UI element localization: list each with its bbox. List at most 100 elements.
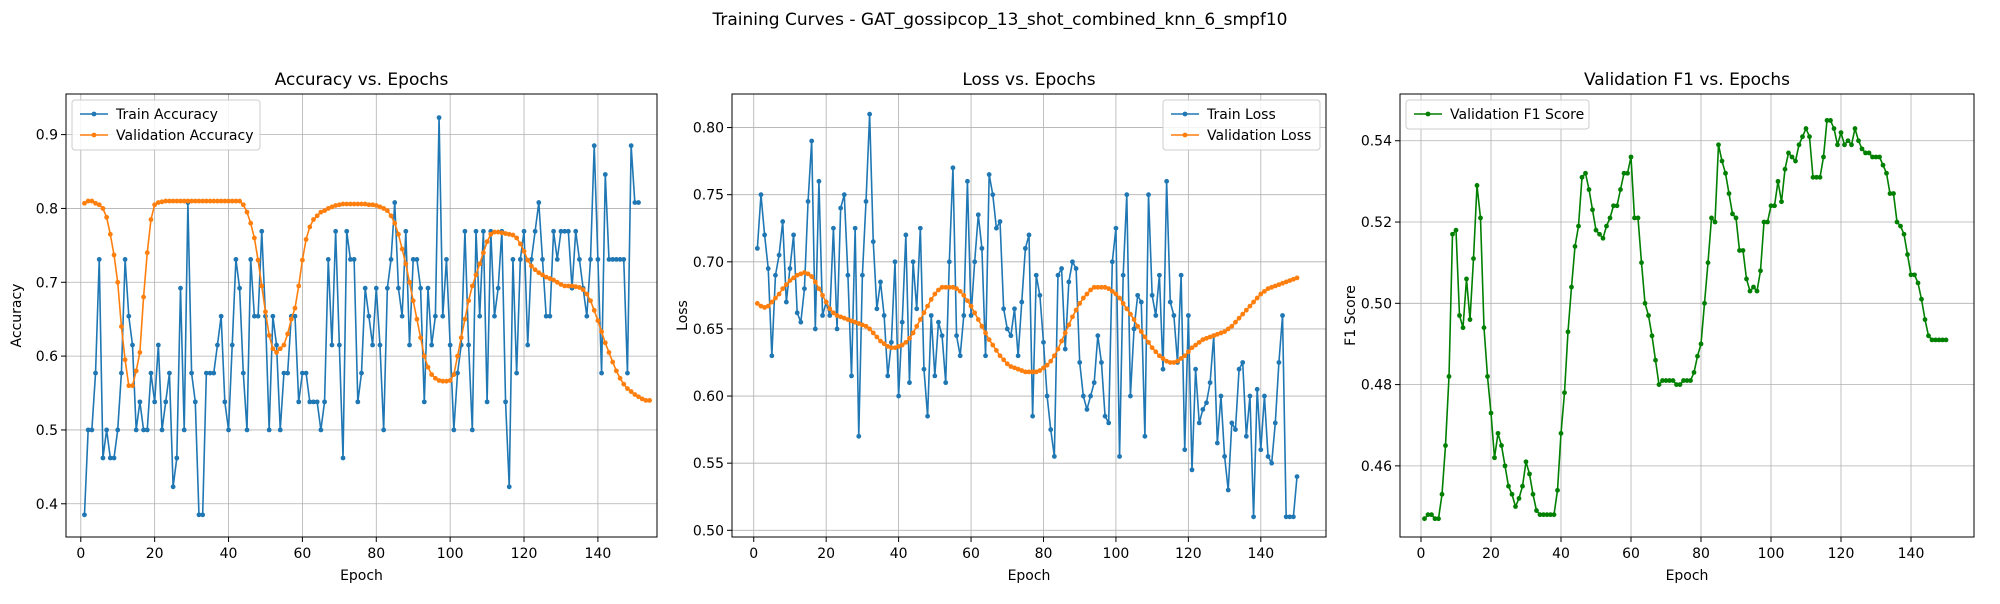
data-point <box>325 206 331 211</box>
data-point <box>1117 454 1122 459</box>
data-point <box>1562 390 1567 396</box>
data-point <box>85 427 91 433</box>
data-point <box>104 214 110 220</box>
data-point <box>1460 325 1466 331</box>
data-point <box>1135 323 1141 329</box>
data-point <box>503 399 508 405</box>
data-point <box>1835 142 1840 148</box>
data-point <box>100 206 106 211</box>
data-point <box>1824 118 1830 123</box>
data-point <box>643 398 649 403</box>
data-point <box>436 378 442 383</box>
data-point <box>1120 301 1126 306</box>
data-point <box>303 237 309 242</box>
data-point <box>211 370 217 376</box>
data-point <box>1618 187 1623 192</box>
y-axis-label: F1 Score <box>1343 285 1359 346</box>
series-train-accuracy <box>82 115 641 518</box>
data-point <box>425 364 431 370</box>
data-point <box>141 427 146 433</box>
data-point <box>997 219 1003 224</box>
data-point <box>1149 292 1155 298</box>
data-point <box>163 399 169 405</box>
data-point <box>1933 337 1938 343</box>
data-point <box>266 333 272 338</box>
data-point <box>122 357 128 363</box>
data-point <box>477 261 483 267</box>
data-point <box>451 372 457 377</box>
data-point <box>802 286 807 292</box>
data-point <box>1915 280 1921 286</box>
data-point <box>348 256 353 262</box>
data-point <box>1012 306 1017 312</box>
data-point <box>1597 231 1602 237</box>
data-point <box>591 307 597 313</box>
data-point <box>517 241 523 247</box>
data-point <box>849 318 854 324</box>
data-point <box>344 201 350 207</box>
data-point <box>392 200 398 205</box>
legend-swatch-marker <box>1425 111 1431 117</box>
data-point <box>96 202 102 208</box>
data-point <box>159 427 165 433</box>
data-point <box>584 313 590 319</box>
data-point <box>765 266 771 271</box>
data-point <box>1012 365 1017 371</box>
data-point <box>1474 183 1480 188</box>
data-point <box>1048 358 1054 364</box>
data-point <box>1196 339 1202 345</box>
data-point <box>1828 118 1833 123</box>
series-line <box>756 113 1298 518</box>
data-point <box>1041 365 1046 371</box>
data-point <box>758 303 764 309</box>
data-point <box>111 455 117 461</box>
data-point <box>1156 272 1162 278</box>
data-point <box>1639 260 1644 266</box>
data-point <box>892 259 898 265</box>
data-point <box>907 335 912 341</box>
data-point <box>484 239 490 245</box>
data-point <box>1055 346 1061 352</box>
data-point <box>370 202 375 208</box>
data-point <box>1189 345 1195 351</box>
data-point <box>292 305 298 311</box>
data-point <box>1178 272 1184 278</box>
data-point <box>1291 514 1296 520</box>
data-point <box>1453 227 1459 233</box>
data-point <box>1859 146 1865 152</box>
data-point <box>1214 331 1220 337</box>
data-point <box>1019 299 1025 305</box>
chart-panel-1: 0 20 40 60 80 100 120 140 0.4 0.5 0.6 0.7 0.8 0.9 Accu… <box>9 70 658 584</box>
axes-frame <box>1399 93 1975 538</box>
series-train-loss <box>754 111 1300 520</box>
data-point <box>1055 272 1061 278</box>
data-point <box>1051 353 1057 359</box>
data-point <box>1803 126 1809 131</box>
data-point <box>1059 266 1064 271</box>
data-point <box>263 309 268 315</box>
data-point <box>773 295 778 301</box>
data-point <box>1200 407 1206 412</box>
x-tick-label: 60 <box>293 546 311 562</box>
data-point <box>499 230 505 236</box>
data-point <box>1569 284 1574 290</box>
data-point <box>1506 483 1511 489</box>
x-tick-label: 140 <box>1898 546 1925 562</box>
data-point <box>207 198 213 204</box>
data-point <box>333 228 339 234</box>
data-point <box>812 326 818 332</box>
x-tick-label: 0 <box>1417 546 1426 562</box>
data-point <box>794 272 800 278</box>
data-point <box>1796 142 1802 148</box>
data-point <box>1656 382 1662 387</box>
data-point <box>233 198 239 204</box>
y-tick-label: 0.50 <box>1361 296 1392 312</box>
data-point <box>577 285 582 290</box>
data-point <box>1709 215 1714 221</box>
x-axis-label: Epoch <box>1008 568 1051 584</box>
x-axis-label: Epoch <box>1666 568 1709 584</box>
data-point <box>222 399 228 405</box>
data-point <box>805 198 811 204</box>
data-point <box>1222 329 1227 335</box>
data-point <box>573 228 579 234</box>
